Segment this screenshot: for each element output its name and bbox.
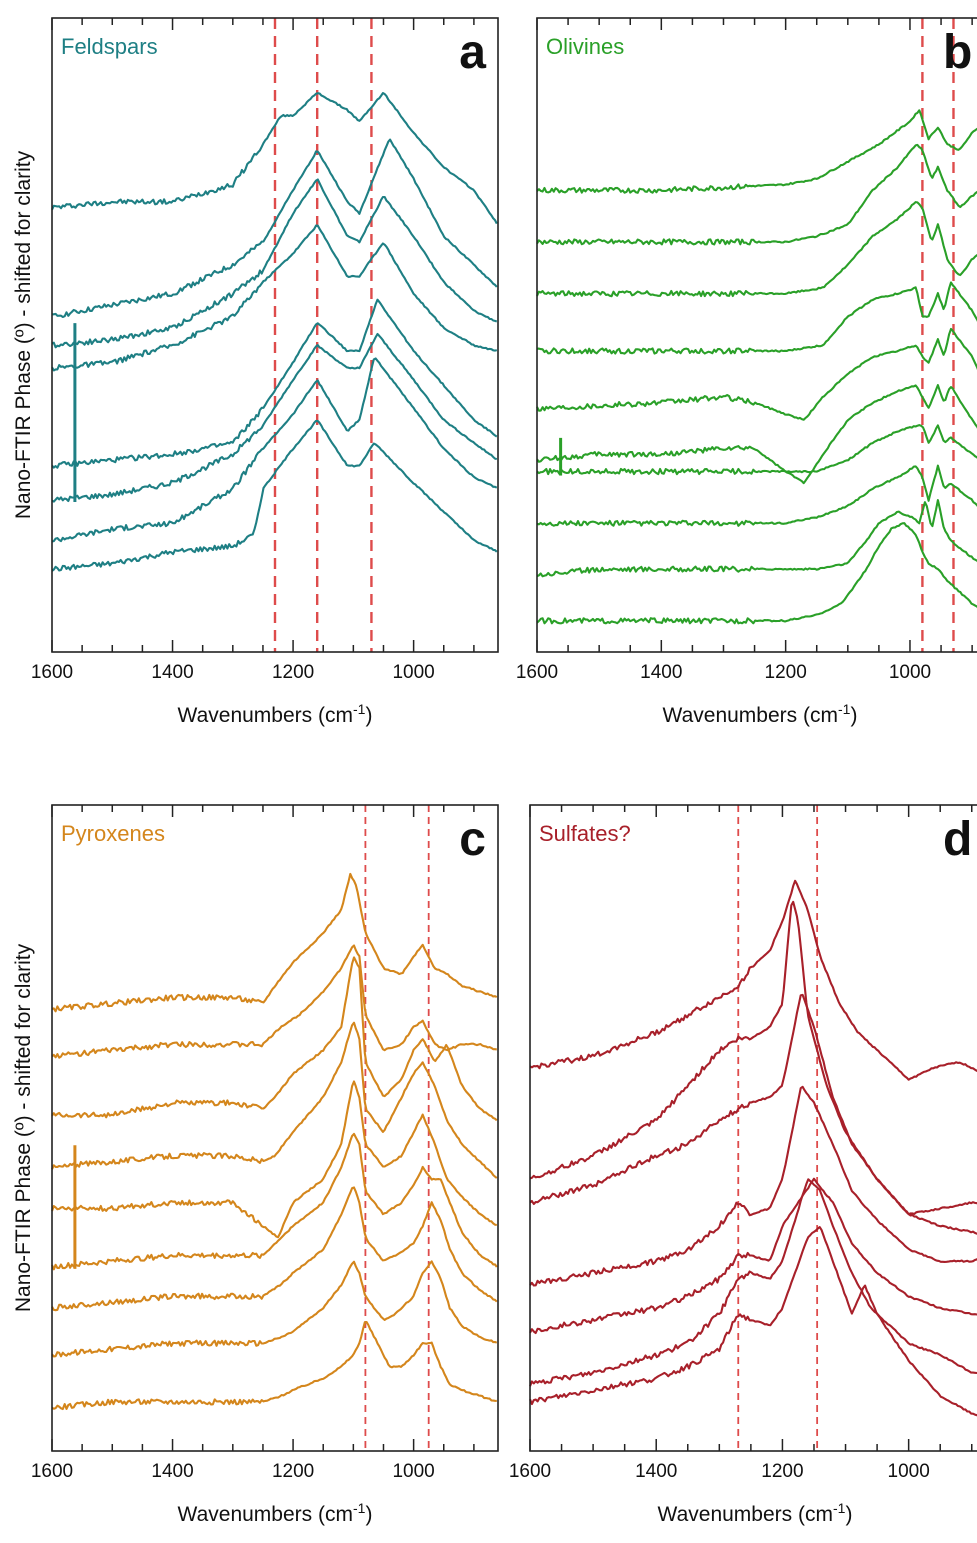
panel-a-x-tick-label: 1000: [392, 662, 434, 683]
panel-b-spectrum-7: [536, 424, 977, 476]
panel-c-spectrum-7: [51, 1186, 498, 1312]
panel-c-x-tick-label: 1000: [392, 1461, 434, 1482]
panel-a-spectrum-6: [51, 332, 498, 503]
panel-c-spectrum-3: [51, 956, 498, 1122]
panel-c-y-axis-title: Nano-FTIR Phase (º) - shifted for clarit…: [12, 943, 35, 1312]
panel-a-spectrum-3: [51, 178, 498, 349]
panel-b-spectrum-8: [536, 464, 977, 527]
panel-d-x-axis-title: Wavenumbers (cm-1): [658, 1500, 853, 1526]
panel-c-x-tick-label: 1600: [31, 1461, 73, 1482]
panel-a-spectrum-1: [51, 92, 498, 225]
panel-b-x-tick-label: 1000: [889, 662, 931, 683]
panel-b-letter: b: [943, 26, 972, 79]
panel-d-spectrum-1: [529, 879, 977, 1081]
panel-d-letter: d: [943, 813, 972, 866]
panel-c-letter: c: [459, 813, 486, 866]
panel-b-x-axis-title: Wavenumbers (cm-1): [663, 701, 858, 727]
panel-a-x-tick-label: 1400: [151, 662, 193, 683]
panel-a-y-axis-title: Nano-FTIR Phase (º) - shifted for clarit…: [12, 150, 35, 519]
panel-b-spectrum-10: [536, 522, 977, 625]
panel-a-x-axis-title: Wavenumbers (cm-1): [178, 701, 373, 727]
panel-c-spectrum-6: [51, 1132, 498, 1271]
panel-a-x-tick-label: 1600: [31, 662, 73, 683]
panel-d-group-label: Sulfates?: [539, 821, 631, 846]
panel-d-spectrum-4: [529, 1085, 977, 1287]
panel-c-x-axis-title: Wavenumbers (cm-1): [178, 1500, 373, 1526]
panel-d-spectrum-2: [529, 900, 977, 1216]
panel-b-x-tick-label: 1400: [640, 662, 682, 683]
panel-d-spectrum-6: [529, 1178, 977, 1387]
panel-c-spectrum-9: [51, 1320, 497, 1411]
panel-b-spectrum-3: [536, 201, 977, 298]
panel-c-pyroxenes: 1600 1400 1200 1000 Pyroxenes c Wavenumbers…: [12, 804, 499, 1526]
panel-b-x-tick-label: 1200: [765, 662, 807, 683]
panel-d-x-tick-label: 1000: [888, 1461, 930, 1482]
panel-c-x-tick-label: 1400: [151, 1461, 193, 1482]
panel-c-spectrum-4: [51, 1021, 498, 1179]
panel-d-spectrum-7: [529, 1226, 977, 1417]
panel-d-sulfates: 1600 1400 1200 1000 Sulfates? d Wavenumbers…: [509, 804, 977, 1526]
panel-d-x-tick-label: 1200: [761, 1461, 803, 1482]
panel-a-x-tick-label: 1200: [272, 662, 314, 683]
panel-a-feldspars: 1600 1400 1200 1000 Feldspars a Wavenumbers…: [12, 17, 499, 727]
panel-d-spectrum-3: [529, 993, 977, 1235]
panel-b-x-tick-label: 1600: [516, 662, 558, 683]
panel-a-spectrum-4: [51, 224, 498, 372]
panel-a-letter: a: [459, 26, 486, 79]
panel-b-spectrum-9: [536, 499, 977, 578]
panel-b-spectrum-5: [536, 327, 977, 421]
panel-a-group-label: Feldspars: [61, 34, 158, 59]
panel-a-spectrum-7: [51, 357, 498, 543]
panel-b-group-label: Olivines: [546, 34, 624, 59]
panel-c-spectrum-2: [51, 944, 497, 1059]
panel-b-spectrum-2: [536, 143, 977, 246]
panel-b-olivines: 1600 1400 1200 1000 Olivines b Wavenumbers …: [516, 17, 977, 727]
panel-a-spectrum-2: [52, 138, 498, 319]
panel-c-x-tick-label: 1200: [272, 1461, 314, 1482]
panel-b-spectrum-6: [536, 384, 977, 485]
panel-b-spectrum-4: [536, 281, 977, 355]
panel-d-spectrum-5: [529, 1177, 977, 1335]
panel-d-x-tick-label: 1400: [635, 1461, 677, 1482]
panel-a-spectrum-8: [51, 419, 498, 572]
panel-a-spectrum-5: [51, 298, 498, 469]
panel-c-spectrum-5: [51, 1080, 497, 1239]
panel-c-spectrum-8: [51, 1260, 498, 1358]
panel-d-x-tick-label: 1600: [509, 1461, 551, 1482]
panel-c-group-label: Pyroxenes: [61, 821, 165, 846]
panel-b-spectrum-1: [536, 109, 977, 194]
panel-c-spectrum-1: [51, 872, 498, 1013]
